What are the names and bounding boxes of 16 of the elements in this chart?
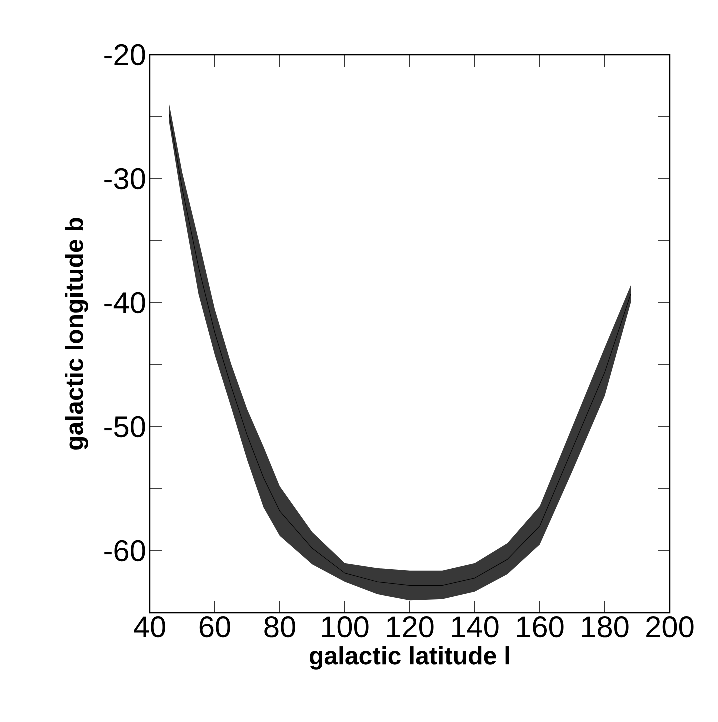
x-axis-title: galactic latitude l bbox=[310, 646, 510, 670]
x-tick-label: 80 bbox=[264, 616, 296, 638]
x-tick-label: 100 bbox=[322, 616, 369, 638]
x-tick-label: 160 bbox=[517, 616, 564, 638]
y-tick-label: -50 bbox=[104, 416, 146, 438]
y-tick-label: -30 bbox=[104, 168, 146, 190]
y-tick-label: -40 bbox=[104, 292, 146, 314]
x-tick-label: 120 bbox=[387, 616, 434, 638]
y-tick-label: -60 bbox=[104, 540, 146, 562]
x-tick-label: 180 bbox=[582, 616, 629, 638]
y-axis-title: galactic longitude b bbox=[65, 218, 88, 450]
x-tick-label: 140 bbox=[452, 616, 499, 638]
y-tick-label: -20 bbox=[104, 44, 146, 66]
x-tick-label: 40 bbox=[134, 616, 166, 638]
x-tick-label: 200 bbox=[646, 616, 694, 638]
x-tick-label: 60 bbox=[200, 616, 230, 638]
